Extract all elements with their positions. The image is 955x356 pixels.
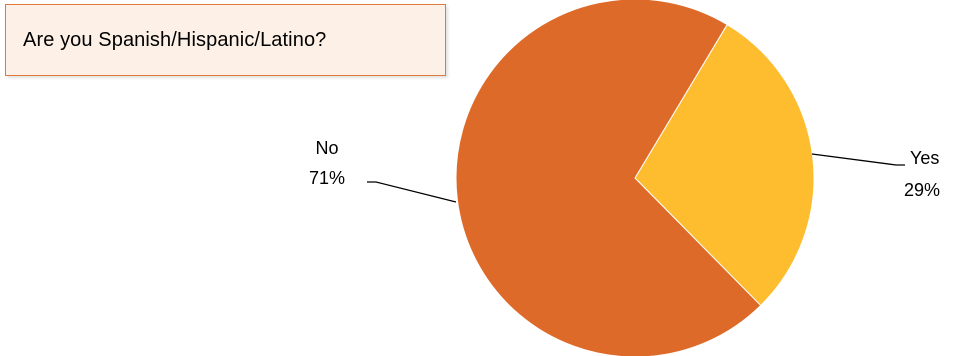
slice-percent-no: 71% [309,168,345,188]
pie-slices [455,0,815,356]
leader-lines [367,153,905,203]
question-box: Are you Spanish/Hispanic/Latino? [5,4,446,76]
slice-percent-yes: 29% [904,180,940,200]
leader-line-no [367,181,457,203]
slice-labels: Yes 29% No 71% [309,138,940,200]
slice-label-no: No [315,138,338,158]
leader-line-yes [811,153,905,166]
pie-slice-yes [634,23,815,307]
slice-label-yes: Yes [910,148,939,168]
question-title: Are you Spanish/Hispanic/Latino? [23,28,327,51]
